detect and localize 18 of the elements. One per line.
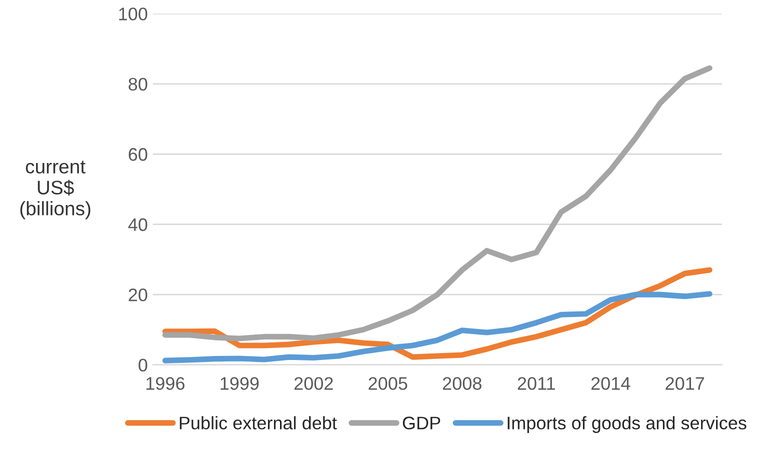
y-axis-title: current US$ (billions) bbox=[20, 160, 90, 220]
y-tick-label: 0 bbox=[138, 358, 148, 372]
x-tick-label: 2005 bbox=[368, 377, 408, 390]
x-tick-label: 2008 bbox=[442, 377, 482, 390]
y-tick-label: 100 bbox=[119, 8, 148, 20]
x-tick-label: 2002 bbox=[294, 377, 333, 390]
legend-label: GDP bbox=[402, 416, 440, 430]
y-tick-label: 20 bbox=[128, 288, 148, 302]
x-tick-label: 2011 bbox=[518, 377, 555, 390]
x-tick-label: 1996 bbox=[146, 377, 184, 390]
legend-label: Public external debt bbox=[180, 416, 337, 430]
x-tick-label: 1999 bbox=[220, 377, 259, 390]
legend-label: Imports of goods and services bbox=[508, 416, 746, 433]
y-tick-label: 80 bbox=[128, 78, 148, 91]
x-tick-label: 2017 bbox=[666, 377, 704, 390]
y-tick-label: 40 bbox=[128, 218, 148, 232]
y-tick-label: 60 bbox=[128, 148, 148, 161]
x-tick-label: 2014 bbox=[591, 377, 630, 390]
